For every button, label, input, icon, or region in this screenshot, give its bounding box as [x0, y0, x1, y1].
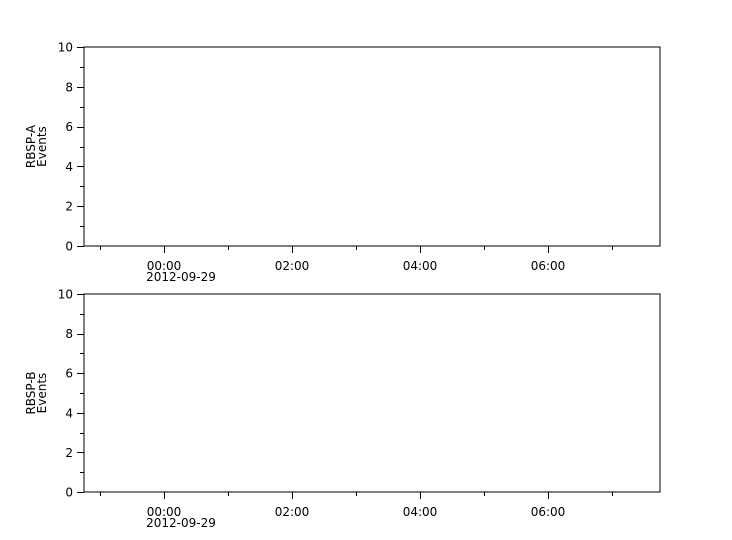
y-tick-label: 4	[65, 406, 73, 420]
plot-frame	[83, 46, 661, 247]
plot-frame	[83, 293, 661, 493]
y-tick-label: 8	[65, 80, 73, 94]
x-tick-label: 04:00	[403, 505, 438, 519]
y-tick-label: 2	[65, 200, 73, 214]
y-tick-label: 10	[58, 288, 73, 302]
x-tick-label: 00:00	[147, 259, 182, 273]
y-tick-label: 6	[65, 120, 73, 134]
x-tick-label: 00:00	[147, 505, 182, 519]
x-tick-label: 06:00	[531, 505, 566, 519]
x-tick-label: 06:00	[531, 259, 566, 273]
y-tick-label: 10	[58, 41, 73, 55]
x-tick-label: 02:00	[275, 505, 310, 519]
y-axis-label: RBSP-B	[24, 371, 38, 414]
y-tick-label: 2	[65, 446, 73, 460]
y-axis-label: Events	[35, 126, 49, 167]
y-tick-label: 8	[65, 327, 73, 341]
y-axis-label: Events	[35, 373, 49, 414]
y-tick-label: 6	[65, 367, 73, 381]
x-tick-date-label: 2012-09-29	[146, 516, 216, 530]
y-tick-label: 4	[65, 160, 73, 174]
y-axis-label: RBSP-A	[24, 124, 38, 168]
x-tick-date-label: 2012-09-29	[146, 270, 216, 284]
y-tick-label: 0	[65, 240, 73, 254]
y-tick-label: 0	[65, 486, 73, 500]
x-tick-label: 02:00	[275, 259, 310, 273]
x-tick-label: 04:00	[403, 259, 438, 273]
